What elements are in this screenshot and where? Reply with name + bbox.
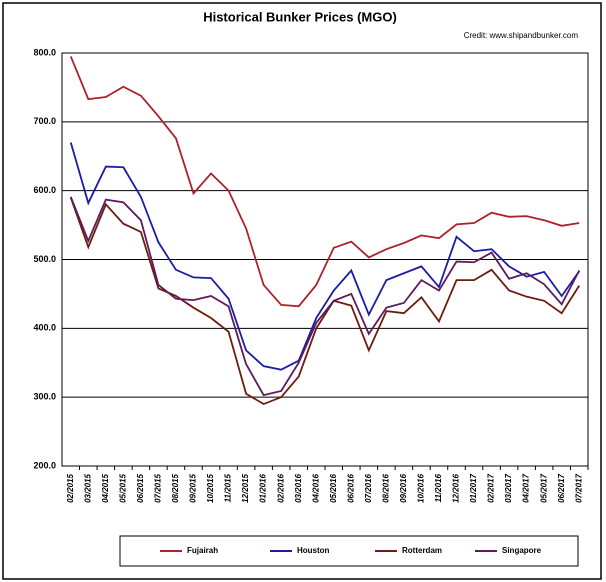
y-tick-label: 600.0 [33, 185, 56, 195]
series-line [69, 56, 580, 308]
x-tick-label: 06/2017 [557, 473, 566, 502]
y-tick-label: 700.0 [33, 116, 56, 126]
series-line [69, 196, 581, 397]
x-tick-label: 01/2017 [469, 473, 478, 502]
x-tick-label: 10/2016 [417, 473, 426, 502]
x-tick-label: 02/2017 [487, 473, 496, 502]
x-tick-label: 08/2015 [171, 473, 180, 502]
x-tick-label: 11/2016 [434, 473, 443, 502]
x-tick-label: 04/2015 [101, 473, 110, 502]
x-tick-label: 09/2016 [399, 473, 408, 502]
y-tick-label: 800.0 [33, 47, 56, 57]
series-line [69, 197, 580, 406]
y-tick-label: 200.0 [33, 460, 56, 470]
x-tick-label: 07/2017 [574, 473, 583, 502]
y-tick-label: 300.0 [33, 392, 56, 402]
x-tick-label: 07/2015 [154, 473, 163, 502]
x-tick-label: 07/2016 [364, 473, 373, 502]
x-tick-label: 03/2015 [83, 473, 92, 502]
x-tick-label: 03/2017 [504, 473, 513, 502]
x-tick-label: 12/2016 [452, 473, 461, 502]
series-line [69, 142, 580, 371]
x-tick-label: 06/2016 [346, 473, 355, 502]
x-tick-label: 11/2015 [224, 473, 233, 502]
x-tick-label: 03/2016 [294, 473, 303, 502]
x-tick-label: 05/2017 [539, 473, 548, 502]
x-tick-label: 04/2016 [311, 473, 320, 502]
x-tick-label: 02/2015 [66, 473, 75, 502]
y-tick-label: 400.0 [33, 323, 56, 333]
x-tick-label: 09/2015 [189, 473, 198, 502]
x-tick-label: 12/2015 [241, 473, 250, 502]
x-tick-label: 06/2015 [136, 473, 145, 502]
x-tick-label: 02/2016 [276, 473, 285, 502]
y-tick-label: 500.0 [33, 254, 56, 264]
x-tick-label: 05/2016 [329, 473, 338, 502]
legend-label: Singapore [502, 546, 542, 555]
legend-label: Houston [297, 546, 330, 555]
chart-title: Historical Bunker Prices (MGO) [203, 9, 397, 24]
legend-label: Fujairah [187, 546, 218, 555]
credit: Credit: www.shipandbunker.com [464, 31, 579, 40]
x-tick-label: 01/2016 [259, 473, 268, 502]
x-tick-label: 05/2015 [118, 473, 127, 502]
legend-box [119, 535, 579, 567]
x-tick-label: 08/2016 [381, 473, 390, 502]
x-tick-label: 10/2015 [206, 473, 215, 502]
x-tick-label: 04/2017 [522, 473, 531, 502]
legend-label: Rotterdam [402, 546, 442, 555]
